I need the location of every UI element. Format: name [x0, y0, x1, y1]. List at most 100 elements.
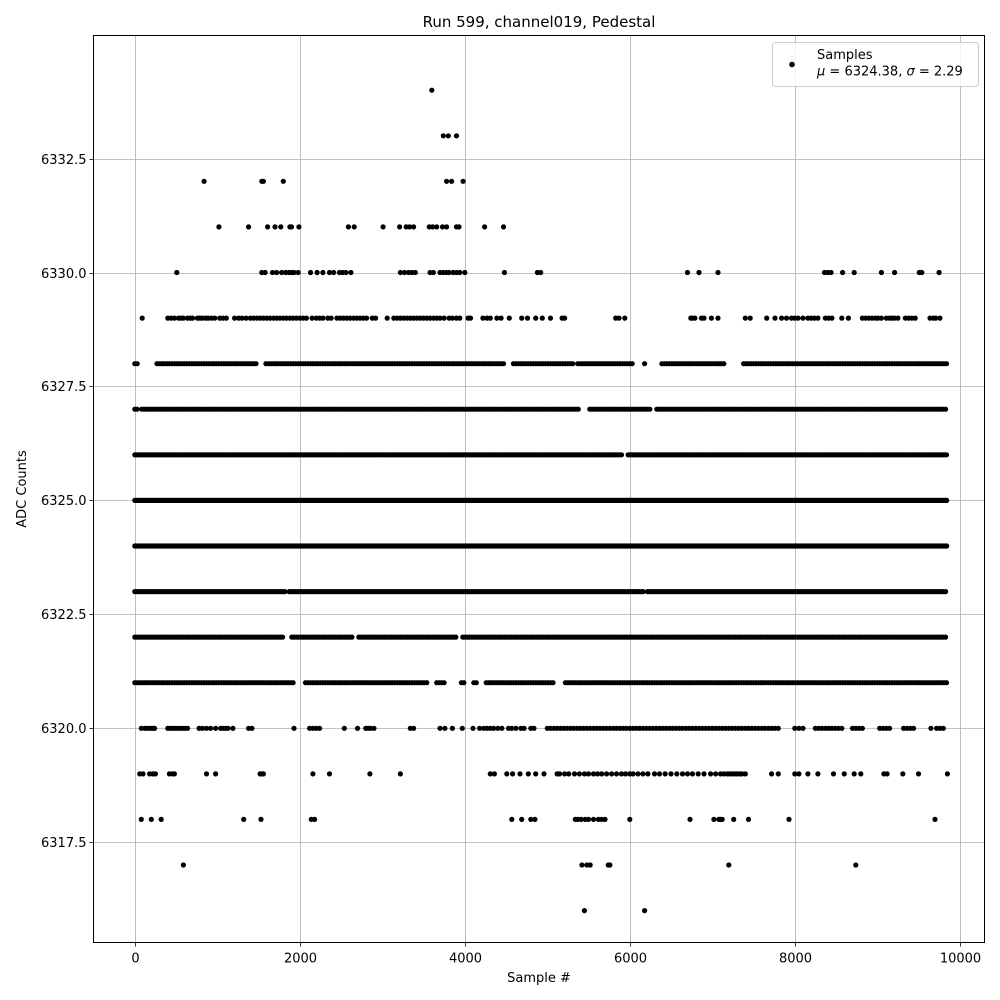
data-point	[348, 269, 354, 276]
data-point	[349, 634, 355, 640]
data-point	[731, 816, 737, 823]
data-point	[371, 725, 377, 731]
data-point	[853, 862, 859, 868]
data-point	[406, 224, 413, 230]
data-point	[708, 315, 715, 321]
data-point	[576, 771, 583, 777]
data-point	[328, 315, 334, 321]
data-point	[262, 269, 268, 276]
data-point	[320, 269, 326, 276]
data-point	[424, 680, 430, 686]
data-point	[354, 725, 361, 731]
data-point	[783, 315, 790, 321]
data-point	[640, 589, 646, 595]
data-point	[696, 269, 702, 276]
data-point	[457, 269, 463, 276]
data-point	[539, 315, 545, 321]
data-point	[726, 862, 732, 868]
data-point	[212, 315, 218, 321]
data-point	[462, 269, 468, 276]
data-point	[453, 634, 459, 640]
data-point	[719, 816, 725, 823]
data-point	[445, 133, 451, 139]
data-point	[208, 725, 214, 731]
data-point	[721, 361, 727, 367]
data-point	[932, 816, 938, 823]
x-tick-label: 2000	[284, 952, 317, 967]
data-point	[397, 224, 403, 230]
data-point	[692, 315, 698, 321]
data-point	[148, 816, 154, 823]
data-point	[919, 269, 925, 276]
data-point	[246, 224, 252, 230]
data-point	[434, 224, 440, 230]
data-point	[830, 771, 837, 777]
plot-area-frame	[93, 35, 985, 943]
data-point	[249, 725, 255, 731]
data-point	[695, 771, 701, 777]
data-point	[887, 725, 893, 731]
data-point	[384, 315, 390, 321]
y-tick-label: 6327.5	[41, 380, 87, 395]
data-point	[642, 908, 648, 914]
data-point	[139, 315, 145, 321]
data-point	[380, 224, 386, 230]
data-point	[501, 269, 507, 276]
data-point	[578, 816, 584, 823]
data-point	[687, 816, 693, 823]
data-point	[446, 269, 452, 276]
data-point	[290, 680, 296, 686]
data-point	[459, 725, 465, 731]
data-point	[230, 725, 236, 731]
data-point	[278, 224, 284, 230]
data-point	[291, 725, 297, 731]
data-point	[345, 224, 351, 230]
data-point	[373, 315, 379, 321]
y-tick-label: 6330.0	[41, 267, 87, 282]
data-point	[453, 133, 460, 139]
data-point	[815, 315, 821, 321]
data-point	[943, 589, 949, 595]
data-point	[943, 680, 950, 686]
data-point	[367, 771, 373, 777]
data-point	[457, 315, 463, 321]
data-point	[524, 315, 531, 321]
data-point	[174, 269, 180, 276]
data-point	[260, 771, 266, 777]
data-point	[839, 725, 845, 731]
y-tick-label: 6332.5	[41, 153, 87, 168]
data-point	[444, 178, 450, 184]
data-point	[742, 315, 748, 321]
data-point	[635, 771, 641, 777]
data-point	[440, 133, 446, 139]
data-point	[296, 224, 302, 230]
data-point	[500, 224, 507, 230]
data-point	[331, 269, 337, 276]
data-point	[859, 725, 866, 731]
data-point	[203, 725, 210, 731]
data-point	[397, 771, 403, 777]
data-point	[609, 771, 615, 777]
data-point	[892, 269, 898, 276]
data-point	[645, 771, 651, 777]
data-point	[519, 816, 525, 823]
data-point	[509, 725, 515, 731]
data-point	[851, 771, 857, 777]
data-point	[429, 87, 435, 93]
data-point	[152, 771, 158, 777]
data-point	[769, 771, 775, 777]
data-point	[533, 771, 539, 777]
data-point	[307, 269, 314, 276]
data-point	[570, 361, 576, 367]
data-point	[317, 725, 323, 731]
data-point	[585, 816, 592, 823]
data-point	[282, 589, 288, 595]
data-point	[199, 725, 205, 731]
data-point	[604, 771, 610, 777]
data-point	[326, 269, 333, 276]
data-point	[467, 315, 474, 321]
data-point	[937, 315, 943, 321]
x-tick-label: 8000	[779, 952, 812, 967]
data-point	[779, 315, 785, 321]
